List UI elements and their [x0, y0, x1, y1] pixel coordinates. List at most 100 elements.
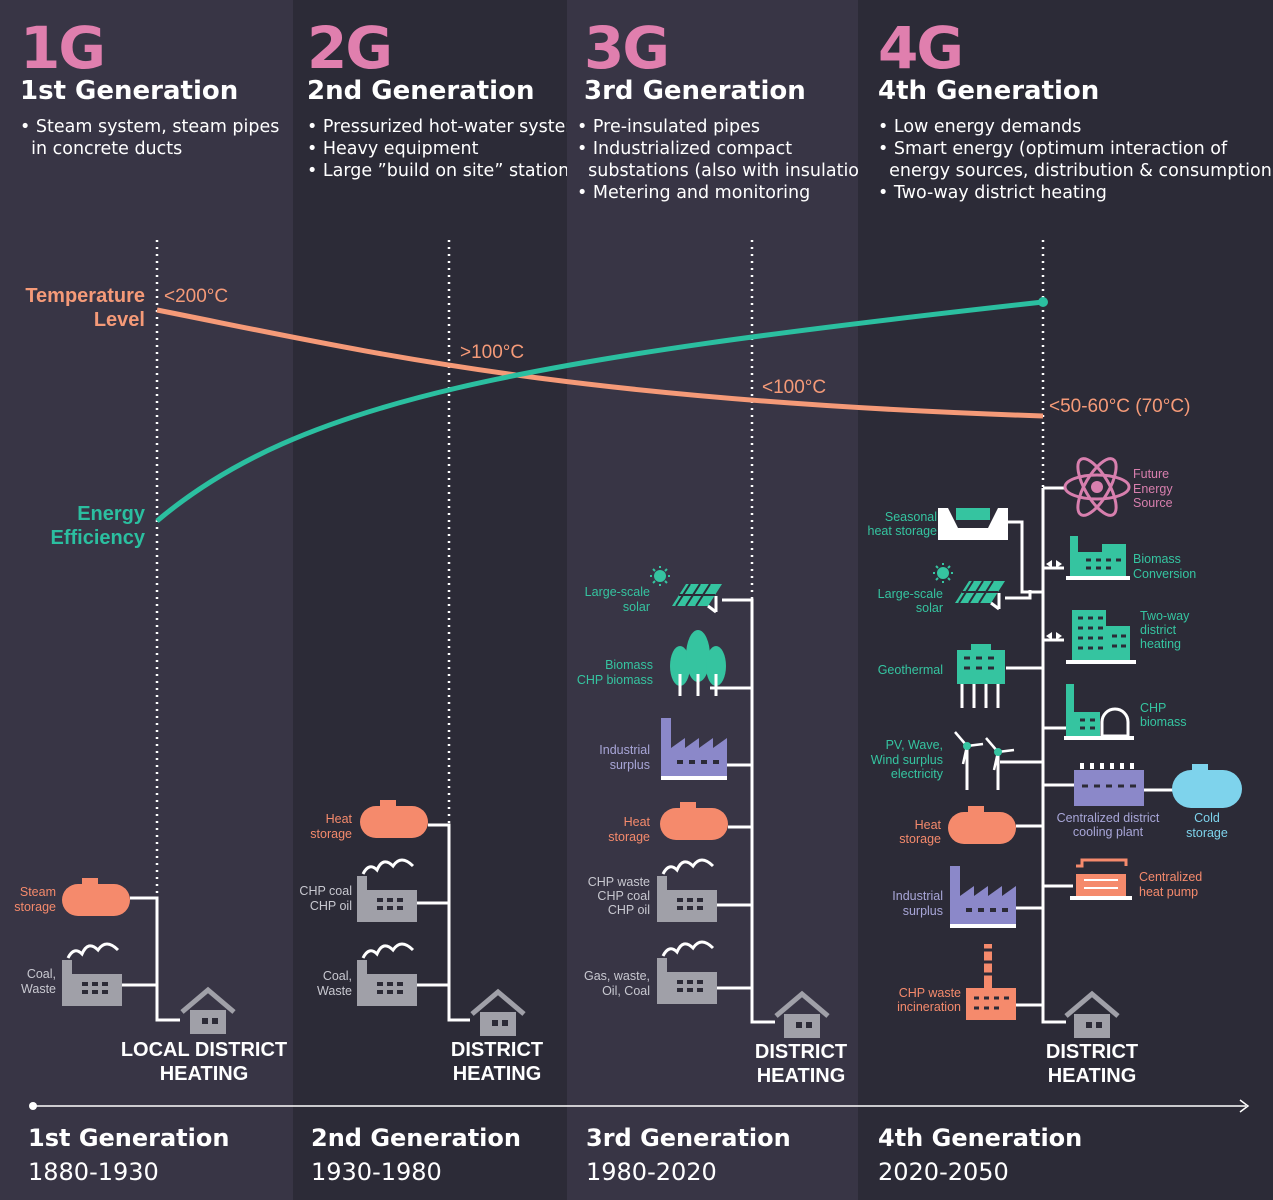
gen-1-years: 1880-1930 [28, 1158, 159, 1186]
source-label: electricity [891, 767, 944, 781]
source-label: CHP waste [899, 986, 961, 1000]
source-label: Source [1133, 496, 1173, 510]
source-label: Gas, waste, [584, 969, 650, 983]
gen-2-bullet: • Heavy equipment [307, 139, 479, 159]
source-label: Centralized district [1057, 811, 1160, 825]
source-label: Two-way [1140, 609, 1190, 623]
gen-1-bullets: • Steam system, steam pipes in concrete … [20, 116, 279, 160]
source-label: CHP coal [597, 889, 650, 903]
source-label: Wind surplus [871, 753, 943, 767]
factory-icon [355, 942, 419, 1008]
source-label: CHP biomass [577, 673, 653, 687]
factory-icon [60, 942, 124, 1008]
gen-4-bullet: • Low energy demands [878, 117, 1082, 137]
source-label: CHP coal [299, 884, 352, 898]
gen-4-footer-title: 4th Generation [878, 1124, 1083, 1152]
source-label: heat storage [868, 524, 938, 538]
gen-4-number: 4G [878, 14, 964, 82]
source-label: Large-scale [585, 585, 650, 599]
heat-pump-icon [1070, 858, 1132, 900]
source-label: district [1140, 623, 1177, 637]
chp-icon [1064, 684, 1134, 740]
gen-3-bullet: • Metering and monitoring [577, 183, 811, 203]
wind-turbine-icon [954, 731, 1015, 790]
source-label: Heat [326, 812, 353, 826]
source-label: Centralized [1139, 870, 1202, 884]
temperature-value-1g: <200°C [164, 286, 228, 307]
source-label: storage [608, 830, 650, 844]
gen-2-years: 1930-1980 [311, 1158, 442, 1186]
solar-panel-icon [648, 564, 724, 614]
chimney-icon [966, 944, 1016, 1020]
column-2g: 2G 2nd Generation • Pressurized hot-wate… [293, 0, 582, 1200]
source-label: storage [899, 832, 941, 846]
gen-2-footer-title: 2nd Generation [311, 1124, 521, 1152]
district-label-3g: DISTRICT [755, 1041, 847, 1063]
house-icon [472, 992, 524, 1036]
source-label: Biomass [605, 658, 653, 672]
source-label: surplus [903, 904, 943, 918]
source-label: heat pump [1139, 885, 1198, 899]
gen-1-bullet: • Steam system, steam pipes [20, 117, 280, 137]
source-label: Waste [317, 984, 352, 998]
source-label: incineration [897, 1000, 961, 1014]
source-label: Coal, [323, 969, 352, 983]
pit-storage-icon [938, 508, 1008, 540]
gen-4-bullets: • Low energy demands • Smart energy (opt… [878, 116, 1273, 204]
efficiency-label: Energy [77, 503, 146, 525]
geothermal-icon [957, 644, 1005, 708]
gen-3-footer-title: 3rd Generation [586, 1124, 791, 1152]
source-label: storage [14, 900, 56, 914]
cold-storage-label: Cold [1194, 811, 1220, 825]
gen-3-number: 3G [584, 14, 670, 82]
source-label: Coal, [27, 967, 56, 981]
source-label: solar [623, 600, 650, 614]
gen-2-title: 2nd Generation [307, 76, 535, 106]
source-label: biomass [1140, 715, 1187, 729]
efficiency-end-marker [1038, 297, 1048, 307]
tank-icon [660, 802, 728, 840]
industry-icon [950, 866, 1016, 928]
gen-4-bullet: • Smart energy (optimum interaction of [878, 139, 1228, 159]
temperature-value-4g: <50-60°C (70°C) [1049, 396, 1190, 417]
gen-1-title: 1st Generation [20, 76, 239, 106]
source-label: Oil, Coal [602, 984, 650, 998]
gen-3-bullet: substations (also with insulation) [577, 161, 877, 181]
network-2g: Heat storage CHP coal CHP oil Coal, Wast… [299, 800, 543, 1085]
temperature-value-2g: >100°C [460, 342, 524, 363]
district-label-3g: HEATING [757, 1065, 846, 1087]
gen-4-title: 4th Generation [878, 76, 1100, 106]
district-label-4g: DISTRICT [1046, 1041, 1138, 1063]
trees-icon [668, 628, 728, 698]
industry-icon [661, 718, 727, 780]
factory-icon [655, 940, 719, 1006]
plant-icon [1066, 536, 1130, 580]
tank-icon [360, 800, 428, 838]
source-label: Future [1133, 467, 1169, 481]
column-1g: 1G 1st Generation • Steam system, steam … [0, 0, 293, 1200]
factory-icon [655, 858, 719, 924]
timeline-arrow [29, 1099, 1250, 1113]
house-icon [1066, 994, 1118, 1038]
tank-icon [62, 878, 130, 916]
building-icon [1066, 610, 1136, 664]
source-label: Steam [20, 885, 56, 899]
network-4g: Seasonal heat storage Large-scale solar … [868, 457, 1242, 1087]
house-icon [182, 990, 234, 1034]
gen-1-footer-title: 1st Generation [28, 1124, 230, 1152]
cooling-plant-icon [1074, 763, 1144, 806]
gen-2-bullet: • Pressurized hot-water system [307, 117, 583, 137]
source-label: CHP [1140, 701, 1166, 715]
source-label: Heat [915, 818, 942, 832]
district-label-2g: DISTRICT [451, 1039, 543, 1061]
district-label-4g: HEATING [1048, 1065, 1137, 1087]
gen-3-bullet: • Industrialized compact [577, 139, 793, 159]
source-label: CHP oil [608, 903, 650, 917]
factory-icon [355, 858, 419, 924]
source-label: cooling plant [1073, 825, 1144, 839]
source-label: heating [1140, 637, 1181, 651]
source-label: Large-scale [878, 587, 943, 601]
efficiency-curve [155, 299, 1044, 523]
gen-3-years: 1980-2020 [586, 1158, 717, 1186]
